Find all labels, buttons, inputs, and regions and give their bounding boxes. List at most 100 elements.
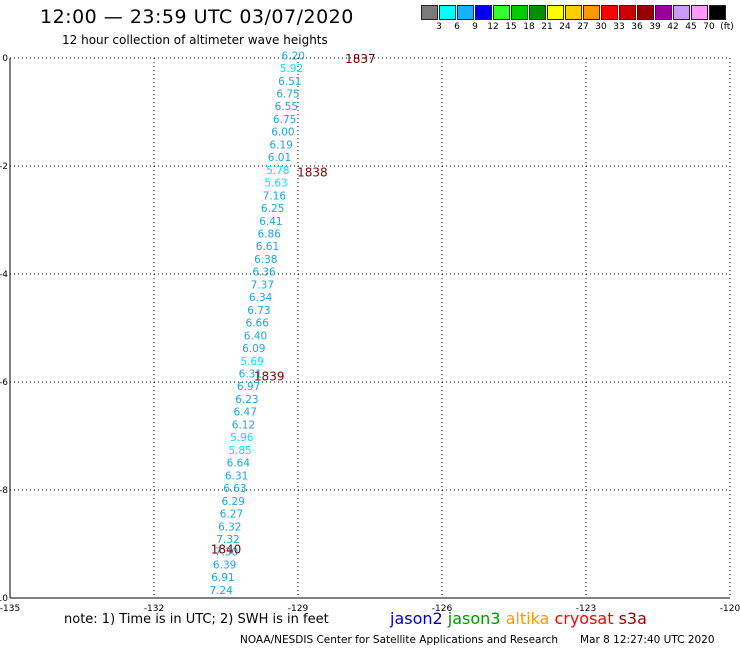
satellite-altika: altika bbox=[505, 609, 550, 628]
legend-swatch bbox=[439, 5, 456, 20]
track-time-label: 1837 bbox=[345, 52, 376, 66]
wave-height-value: 6.09 bbox=[242, 343, 265, 355]
wave-height-value: 6.55 bbox=[275, 101, 298, 113]
wave-height-value: 6.64 bbox=[227, 458, 251, 470]
wave-height-value: 6.36 bbox=[252, 267, 276, 279]
wave-height-value: 5.69 bbox=[240, 356, 263, 368]
legend-swatch bbox=[457, 5, 474, 20]
legend-label: 6 bbox=[454, 22, 460, 32]
wave-height-value: 7.16 bbox=[263, 190, 287, 202]
footer-credit: NOAA/NESDIS Center for Satellite Applica… bbox=[240, 634, 558, 646]
lon-tick-label: -129 bbox=[288, 604, 309, 614]
wave-height-value: 6.91 bbox=[211, 572, 234, 584]
wave-height-value: 5.63 bbox=[264, 178, 287, 190]
lat-tick-label: -10 bbox=[0, 594, 8, 604]
legend-swatch bbox=[529, 5, 546, 20]
lon-tick-label: -120 bbox=[720, 604, 740, 614]
wave-height-value: 6.73 bbox=[247, 305, 270, 317]
legend-label: 15 bbox=[505, 22, 517, 32]
legend-swatch bbox=[511, 5, 528, 20]
wave-height-value: 6.01 bbox=[268, 152, 291, 164]
legend-label: 24 bbox=[559, 22, 571, 32]
wave-height-value: 6.66 bbox=[246, 318, 270, 330]
wave-height-value: 6.00 bbox=[271, 127, 294, 139]
legend-swatch bbox=[691, 5, 708, 20]
legend-swatch bbox=[493, 5, 510, 20]
lon-tick-label: -126 bbox=[432, 604, 453, 614]
wave-height-value: 6.75 bbox=[276, 88, 299, 100]
legend-label: 12 bbox=[487, 22, 499, 32]
wave-height-value: 6.23 bbox=[235, 394, 258, 406]
wave-height-value: 7.30 bbox=[215, 547, 238, 559]
wave-height-value: 6.51 bbox=[278, 76, 301, 88]
legend-swatch bbox=[655, 5, 672, 20]
map-title: 12:00 — 23:59 UTC 03/07/2020 bbox=[40, 6, 354, 28]
legend-swatch bbox=[709, 5, 726, 20]
satellite-legend: jason2 jason3 altika cryosat s3a bbox=[390, 609, 647, 628]
legend-label: 39 bbox=[649, 22, 661, 32]
legend-label: (ft) bbox=[720, 22, 734, 32]
wave-height-value: 6.29 bbox=[222, 496, 245, 508]
note-text: note: 1) Time is in UTC; 2) SWH is in fe… bbox=[64, 612, 329, 627]
wave-height-value: 7.37 bbox=[251, 279, 274, 291]
legend-swatch bbox=[547, 5, 564, 20]
wave-height-value: 6.12 bbox=[232, 419, 255, 431]
lat-tick-label: -2 bbox=[0, 162, 8, 172]
wave-height-value: 5.92 bbox=[280, 63, 303, 75]
satellite-jason3: jason3 bbox=[447, 609, 501, 628]
lon-tick-label: -132 bbox=[144, 604, 164, 614]
legend-swatch bbox=[583, 5, 600, 20]
wave-height-value: 6.38 bbox=[254, 254, 277, 266]
lat-tick-label: -6 bbox=[0, 378, 8, 388]
wave-height-value: 6.27 bbox=[220, 509, 243, 521]
wave-height-value: 5.78 bbox=[266, 165, 289, 177]
wave-height-value: 6.31 bbox=[239, 369, 262, 381]
legend-label: 27 bbox=[577, 22, 589, 32]
wave-height-value: 7.24 bbox=[210, 585, 234, 597]
legend-swatch bbox=[673, 5, 690, 20]
wave-height-value: 6.86 bbox=[258, 229, 282, 241]
legend-label: 42 bbox=[667, 22, 679, 32]
legend-swatch bbox=[565, 5, 582, 20]
wave-height-value: 6.31 bbox=[225, 470, 248, 482]
wave-height-value: 6.47 bbox=[234, 407, 257, 419]
wave-height-value: 6.40 bbox=[244, 330, 267, 342]
lat-tick-label: -4 bbox=[0, 270, 8, 280]
lon-tick-label: -123 bbox=[576, 604, 596, 614]
wave-height-value: 7.32 bbox=[216, 534, 239, 546]
legend-label: 33 bbox=[613, 22, 625, 32]
wave-height-value: 6.39 bbox=[213, 559, 236, 571]
wave-height-value: 6.75 bbox=[273, 114, 296, 126]
legend-label: 21 bbox=[541, 22, 553, 32]
legend-swatch bbox=[637, 5, 654, 20]
satellite-jason2: jason2 bbox=[390, 609, 443, 628]
satellite-cryosat: cryosat bbox=[554, 609, 614, 628]
legend-label: 45 bbox=[685, 22, 697, 32]
wave-height-value: 6.41 bbox=[259, 216, 282, 228]
legend-label: 36 bbox=[631, 22, 643, 32]
wave-height-value: 6.61 bbox=[256, 241, 279, 253]
track-time-label: 1838 bbox=[297, 165, 328, 179]
legend-swatch bbox=[601, 5, 618, 20]
legend-label: 3 bbox=[436, 22, 442, 32]
legend-label: 70 bbox=[703, 22, 715, 32]
satellite-s3a: s3a bbox=[618, 609, 647, 628]
wave-height-value: 6.19 bbox=[270, 139, 293, 151]
wave-height-value: 6.97 bbox=[237, 381, 260, 393]
wave-height-value: 6.25 bbox=[261, 203, 284, 215]
legend-swatch bbox=[619, 5, 636, 20]
lat-tick-label: -8 bbox=[0, 486, 8, 496]
legend-label: 18 bbox=[523, 22, 535, 32]
lat-tick-label: 0 bbox=[2, 54, 8, 64]
wave-height-value: 6.32 bbox=[218, 521, 241, 533]
legend-label: 9 bbox=[472, 22, 478, 32]
wave-height-value: 6.20 bbox=[282, 50, 305, 62]
legend-swatch bbox=[475, 5, 492, 20]
map-subtitle: 12 hour collection of altimeter wave hei… bbox=[62, 33, 328, 47]
wave-height-value: 5.96 bbox=[230, 432, 254, 444]
track-time-label: 1839 bbox=[254, 370, 285, 384]
wave-height-value: 6.63 bbox=[223, 483, 246, 495]
lon-tick-label: -135 bbox=[0, 604, 20, 614]
legend-label: 30 bbox=[595, 22, 607, 32]
